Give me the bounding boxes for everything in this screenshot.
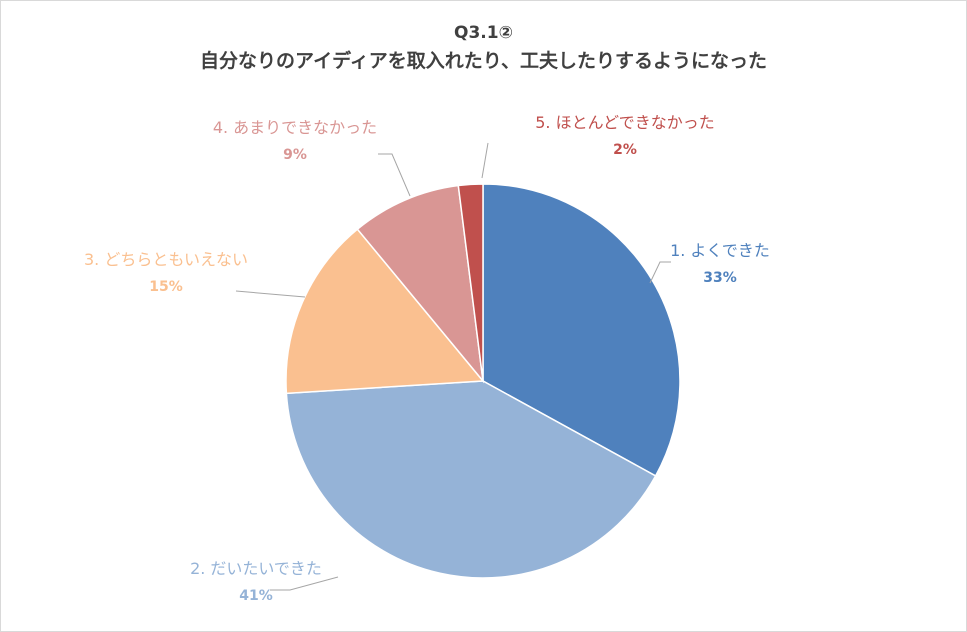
leader-line-3	[235, 290, 306, 298]
slice-value-label-4: 9%	[283, 147, 307, 163]
pie-slice-4	[356, 184, 485, 384]
slice-value-label-3: 15%	[149, 279, 183, 295]
slice-value-label-5: 2%	[613, 142, 637, 158]
slice-label-5: 5. ほとんどできなかった	[535, 113, 715, 132]
slice-label-2: 2. だいたいできた	[190, 559, 322, 578]
pie-slice-2	[285, 380, 657, 579]
leader-line-5	[481, 142, 489, 179]
pie-slice-1	[482, 183, 681, 477]
chart-title-block: Q3.1② 自分なりのアイディアを取入れたり、工夫したりするようになった	[0, 20, 967, 76]
chart-title: Q3.1②	[454, 23, 513, 43]
slice-label-4: 4. あまりできなかった	[213, 118, 377, 137]
slice-value-label-1: 33%	[703, 270, 737, 286]
leader-line-2	[270, 576, 339, 591]
leader-line-4	[378, 153, 411, 197]
pie-slice-3	[285, 228, 485, 395]
slice-label-3: 3. どちらともいえない	[84, 250, 248, 269]
chart-subtitle: 自分なりのアイディアを取入れたり、工夫したりするようになった	[200, 50, 767, 72]
pie-slice-5	[457, 183, 484, 382]
slice-label-1: 1. よくできた	[670, 241, 770, 260]
slice-value-label-2: 41%	[239, 588, 273, 604]
leader-line-1	[649, 261, 671, 284]
